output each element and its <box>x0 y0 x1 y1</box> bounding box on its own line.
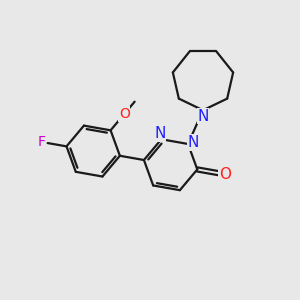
Text: N: N <box>197 109 209 124</box>
Text: N: N <box>188 135 199 150</box>
Text: O: O <box>119 107 130 121</box>
Text: N: N <box>154 127 166 142</box>
Text: O: O <box>219 167 231 182</box>
Text: F: F <box>37 135 45 149</box>
